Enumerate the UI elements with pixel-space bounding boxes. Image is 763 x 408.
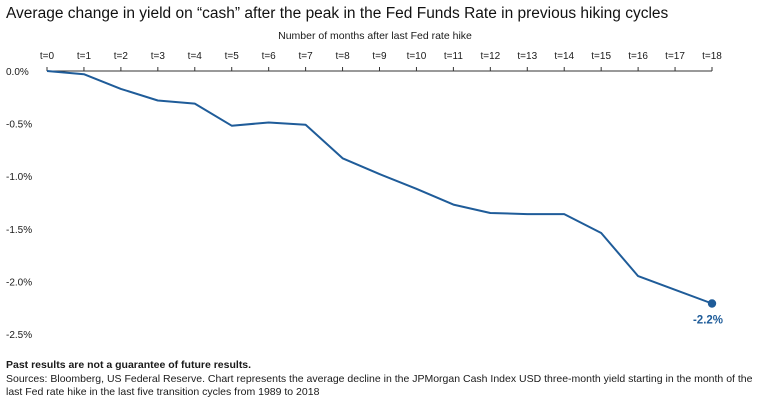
x-tick-label: t=0: [40, 51, 55, 62]
x-tick-label: t=14: [554, 51, 574, 62]
x-tick-label: t=9: [372, 51, 387, 62]
x-tick-label: t=17: [665, 51, 685, 62]
y-tick-label: -2.0%: [6, 277, 32, 288]
disclaimer-text: Past results are not a guarantee of futu…: [6, 359, 252, 371]
x-tick-label: t=8: [335, 51, 350, 62]
y-tick-label: -2.5%: [6, 330, 32, 341]
y-tick-label: -0.5%: [6, 120, 32, 131]
x-tick-label: t=2: [114, 51, 129, 62]
chart-title: Average change in yield on “cash” after …: [6, 5, 669, 22]
sources-note: Sources: Bloomberg, US Federal Reserve. …: [6, 373, 753, 398]
x-tick-label: t=11: [444, 51, 463, 62]
end-point-marker: [707, 299, 717, 308]
x-axis-ticks: t=0 t=1 t=2 t=3 t=4 t=5 t=6 t=7 t=8 t=9 t=10 t=11 t=…: [40, 51, 722, 71]
x-tick-label: t=1: [77, 51, 92, 62]
y-tick-label: -1.0%: [6, 172, 32, 183]
x-tick-label: t=12: [480, 51, 500, 62]
series-line: [46, 70, 713, 305]
y-tick-label: 0.0%: [6, 67, 29, 78]
x-tick-label: t=5: [225, 51, 240, 62]
x-axis-title: Number of months after last Fed rate hik…: [278, 30, 472, 42]
x-tick-label: t=3: [151, 51, 166, 62]
y-axis-ticks: 0.0% -0.5% -1.0% -1.5% -2.0% -2.5%: [6, 67, 32, 341]
x-tick-label: t=6: [262, 51, 277, 62]
x-tick-label: t=4: [188, 51, 203, 62]
x-tick-label: t=16: [628, 51, 648, 62]
x-tick-label: t=7: [299, 51, 314, 62]
x-tick-label: t=18: [702, 51, 722, 62]
series-group: -2.2%: [46, 70, 723, 326]
x-tick-label: t=13: [517, 51, 537, 62]
x-tick-label: t=15: [591, 51, 611, 62]
x-tick-label: t=10: [407, 51, 427, 62]
end-value-label: -2.2%: [693, 314, 723, 326]
y-tick-label: -1.5%: [6, 225, 32, 236]
